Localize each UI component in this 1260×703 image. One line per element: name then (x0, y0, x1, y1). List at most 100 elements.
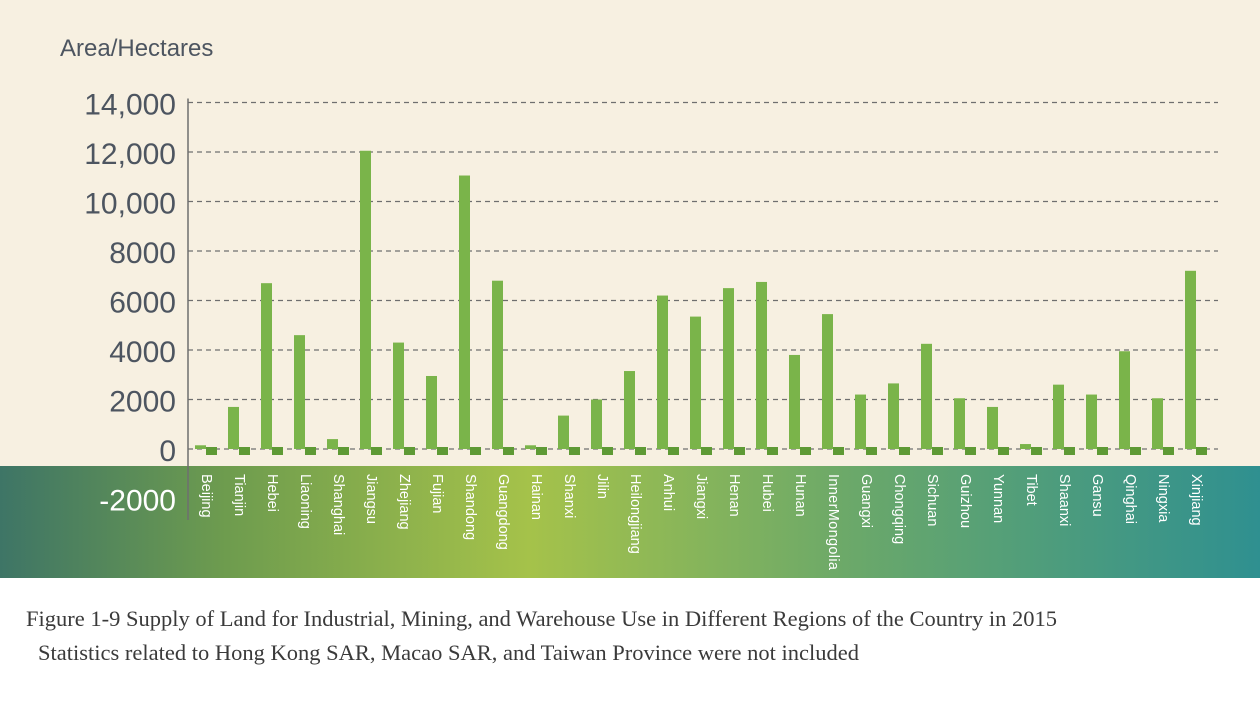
x-tick-label: Guangxi (858, 474, 874, 528)
bar-guangxi (855, 394, 866, 449)
bar-base (767, 447, 778, 455)
bar-jilin (591, 399, 602, 449)
negative-band (0, 466, 1260, 578)
chart: -2000 0 2000 4000 6000 8000 10,000 12,000 14,000… (0, 0, 1260, 578)
bar-hubei (756, 281, 767, 449)
bar-base (701, 447, 712, 455)
x-tick-label: Beijing (198, 474, 214, 518)
y-tick-label: 4000 (109, 336, 176, 369)
x-tick-label: Jilin (594, 474, 610, 499)
bar-base (206, 447, 217, 455)
x-tick-label: Shandong (462, 474, 478, 540)
bar-base (965, 447, 976, 455)
bar-shanxi (558, 415, 569, 449)
x-tick-label: Qinghai (1122, 474, 1138, 524)
bar-base (800, 447, 811, 455)
bar-base (734, 447, 745, 455)
bar-base (239, 447, 250, 455)
bar-fujian (426, 375, 437, 449)
x-tick-label: Hubei (759, 474, 775, 512)
x-tick-label: Zhejiang (396, 474, 412, 530)
x-tick-label: Henan (726, 474, 742, 517)
bar-base (536, 447, 547, 455)
bar-ningxia (1152, 398, 1163, 449)
bar-base (404, 447, 415, 455)
bar-tianjin (228, 406, 239, 449)
bar-base (470, 447, 481, 455)
bar-guangdong (492, 280, 503, 449)
x-tick-label: Anhui (660, 474, 676, 511)
y-tick-label: 0 (159, 435, 176, 468)
bar-base (1196, 447, 1207, 455)
bar-base (1031, 447, 1042, 455)
bar-hunan (789, 354, 800, 449)
bar-base (602, 447, 613, 455)
bar-hainan (525, 445, 536, 449)
x-tick-label: Sichuan (924, 474, 940, 526)
x-tick-label: Tianjin (231, 474, 247, 516)
bar-liaoning (294, 335, 305, 449)
bar-base (305, 447, 316, 455)
bar-base (272, 447, 283, 455)
bar-chongqing (888, 383, 899, 449)
x-tick-label: Heilongjiang (627, 474, 643, 554)
x-tick-label: Hebei (264, 474, 280, 512)
bar-qinghai (1119, 351, 1130, 449)
x-tick-label: Hunan (792, 474, 808, 517)
caption-title: Figure 1-9 Supply of Land for Industrial… (26, 606, 1057, 631)
x-tick-label: Chongqing (891, 474, 907, 544)
bar-jiangxi (690, 316, 701, 449)
x-tick-label: Guizhou (957, 474, 973, 528)
y-tick-label: 2000 (109, 386, 176, 419)
bar-base (1130, 447, 1141, 455)
bar-base (932, 447, 943, 455)
x-tick-label: Tibet (1023, 474, 1039, 506)
x-tick-label: Shanghai (330, 474, 346, 535)
bar-base (998, 447, 1009, 455)
y-tick-label: 6000 (109, 287, 176, 320)
y-tick-label: -2000 (99, 485, 176, 518)
bar-base (338, 447, 349, 455)
bar-base (635, 447, 646, 455)
bar-beijing (195, 445, 206, 449)
bar-gansu (1086, 394, 1097, 449)
bar-base (833, 447, 844, 455)
bar-base (569, 447, 580, 455)
x-tick-label: Yunnan (990, 474, 1006, 523)
bar-henan (723, 288, 734, 449)
bar-jiangsu (360, 150, 371, 449)
bar-base (503, 447, 514, 455)
bar-innermongolia (822, 314, 833, 449)
bar-sichuan (921, 343, 932, 449)
bar-base (668, 447, 679, 455)
x-tick-label: Fujian (429, 474, 445, 514)
y-tick-label: 10,000 (84, 188, 176, 221)
bar-base (1097, 447, 1108, 455)
bar-shanghai (327, 439, 338, 449)
bar-base (899, 447, 910, 455)
bar-anhui (657, 295, 668, 449)
bar-tibet (1020, 444, 1031, 449)
bar-chart-svg: -2000 0 2000 4000 6000 8000 10,000 12,000 14,000… (0, 0, 1260, 578)
bar-base (1163, 447, 1174, 455)
bar-guizhou (954, 398, 965, 449)
bar-shaanxi (1053, 384, 1064, 449)
x-tick-label: Jiangxi (693, 474, 709, 519)
bar-base (866, 447, 877, 455)
bar-base (371, 447, 382, 455)
bar-yunnan (987, 406, 998, 449)
x-tick-label: Guangdong (495, 474, 511, 550)
bar-base (1064, 447, 1075, 455)
bar-zhejiang (393, 342, 404, 449)
x-tick-label: Shanxi (561, 474, 577, 518)
x-tick-label: InnerMongolia (825, 474, 841, 571)
y-axis-label: Area/Hectares (60, 35, 213, 62)
x-tick-label: Gansu (1089, 474, 1105, 517)
x-tick-label: Ningxia (1155, 474, 1171, 523)
x-tick-label: Hainan (528, 474, 544, 520)
bar-shandong (459, 175, 470, 449)
x-tick-label: Shaanxi (1056, 474, 1072, 526)
bar-xinjiang (1185, 270, 1196, 449)
bar-hebei (261, 283, 272, 449)
caption-note: Statistics related to Hong Kong SAR, Mac… (38, 640, 859, 665)
